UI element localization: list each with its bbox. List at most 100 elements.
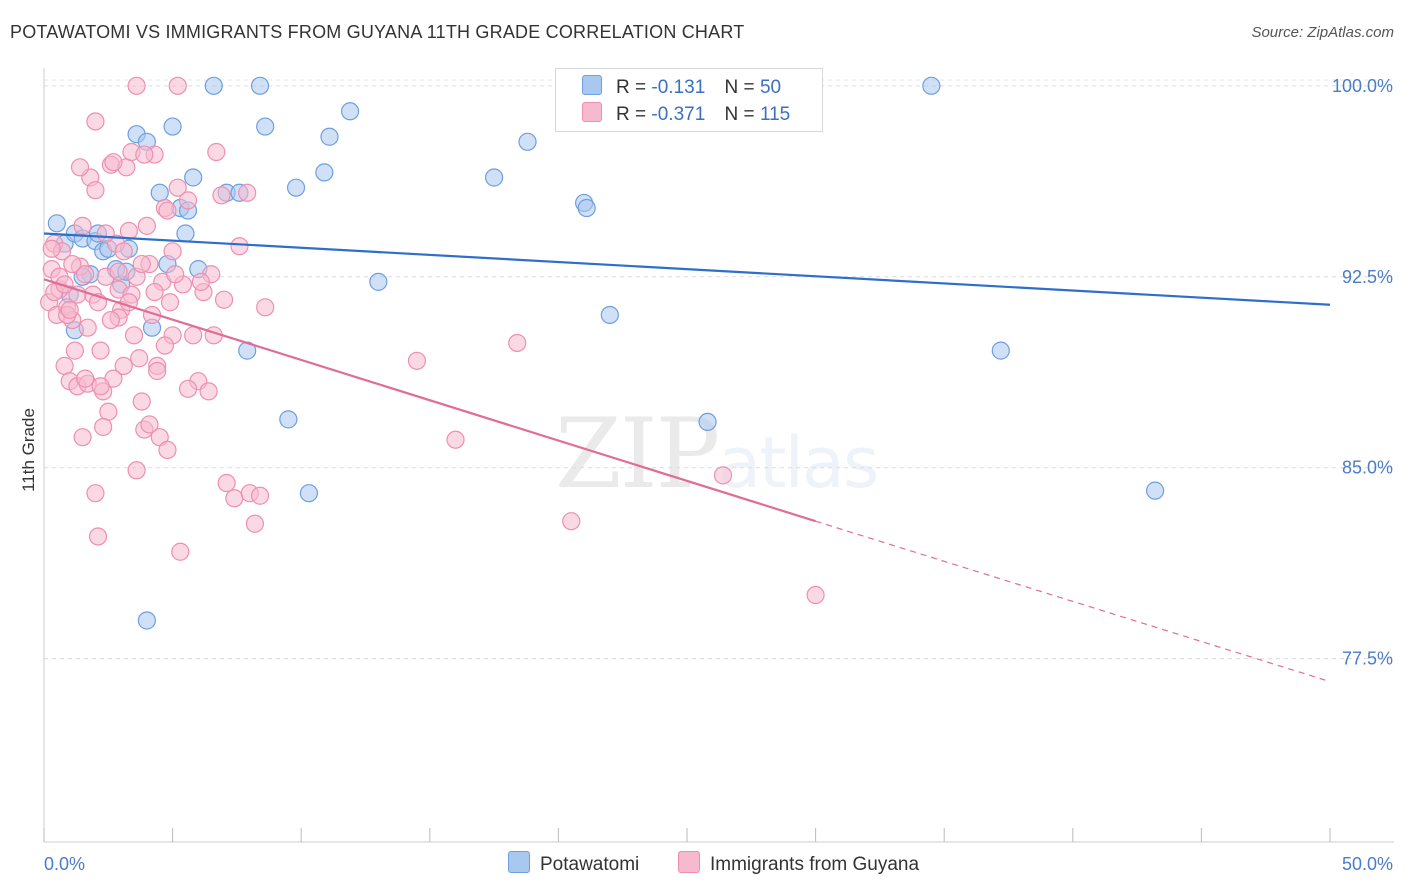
guyana-trend-line [43, 278, 816, 523]
legend-label-guyana: Immigrants from Guyana [710, 854, 920, 875]
guyana-trend-extension [815, 520, 1331, 683]
guyana-point [217, 473, 236, 493]
n-value-guyana: 115 [759, 104, 791, 125]
guyana-point [137, 216, 156, 235]
guyana-point [163, 242, 182, 261]
guyana-point [78, 318, 97, 337]
guyana-point [184, 326, 203, 345]
potawatomi-point [369, 272, 388, 291]
legend-swatch-guyana [678, 851, 700, 873]
guyana-point [101, 310, 120, 330]
legend-swatch-potawatomi [508, 851, 530, 873]
potawatomi-point [176, 224, 195, 243]
potawatomi-point [518, 132, 537, 151]
guyana-point [446, 430, 465, 449]
potawatomi-point [150, 183, 169, 202]
guyana-point [86, 484, 105, 503]
guyana-point [86, 181, 105, 200]
guyana-point [806, 585, 825, 605]
guyana-point [63, 254, 82, 274]
series-legend: Potawatomi Immigrants from Guyana [0, 851, 1406, 879]
guyana-point [407, 351, 427, 370]
guyana-point [562, 512, 581, 531]
guyana-point [155, 336, 174, 355]
guyana-point [130, 349, 149, 368]
potawatomi-point [600, 305, 619, 325]
potawatomi-point [340, 102, 360, 121]
legend-item-potawatomi[interactable]: Potawatomi [508, 851, 639, 876]
guyana-point [171, 542, 190, 561]
guyana-point [245, 514, 265, 533]
guyana-point [91, 341, 110, 360]
potawatomi-point [320, 127, 339, 146]
potawatomi-point [315, 163, 334, 182]
guyana-point [207, 142, 226, 162]
stats-legend-row-potawatomi: R = -0.131 N = 50 [582, 75, 781, 101]
guyana-point [88, 527, 108, 546]
r-value-potawatomi: -0.131 [651, 77, 706, 98]
guyana-points [40, 76, 825, 605]
potawatomi-trend-line [43, 232, 1331, 306]
potawatomi-point [1146, 481, 1165, 500]
guyana-point [76, 265, 95, 284]
tick-labels: 100.0% 92.5% 85.0% 77.5% 0.0% 50.0% [44, 76, 1393, 874]
guyana-point [238, 183, 257, 202]
guyana-swatch [582, 102, 602, 122]
guyana-point [148, 361, 167, 381]
guyana-point [55, 356, 74, 375]
potawatomi-point [922, 76, 941, 95]
guyana-point [168, 178, 187, 197]
guyana-point [168, 76, 187, 95]
guyana-point [225, 489, 244, 508]
guyana-point [713, 466, 733, 485]
potawatomi-point [163, 117, 182, 136]
guyana-point [124, 326, 144, 345]
guyana-point [199, 382, 218, 401]
grid-lines [44, 79, 1394, 660]
y-tick-label: 85.0% [1342, 458, 1393, 478]
guyana-point [250, 486, 270, 505]
guyana-point [158, 201, 177, 220]
guyana-point [214, 290, 234, 309]
potawatomi-point [991, 341, 1010, 360]
guyana-point [114, 356, 133, 375]
guyana-point [104, 153, 123, 172]
guyana-point [42, 239, 61, 258]
n-label: N = [724, 77, 755, 98]
potawatomi-swatch [582, 75, 602, 95]
potawatomi-point [577, 198, 596, 218]
guyana-point [73, 428, 92, 447]
guyana-point [145, 282, 164, 302]
potawatomi-point [256, 117, 275, 136]
stats-legend-row-guyana: R = -0.371 N = 115 [582, 102, 790, 128]
legend-label-potawatomi: Potawatomi [540, 854, 640, 875]
guyana-point [178, 191, 198, 210]
guyana-point [114, 242, 133, 261]
y-tick-label: 77.5% [1342, 649, 1393, 669]
n-label: N = [724, 104, 755, 125]
trend-lines [43, 232, 1331, 683]
guyana-point [86, 112, 105, 131]
legend-item-guyana[interactable]: Immigrants from Guyana [678, 851, 919, 876]
guyana-point [178, 379, 198, 398]
guyana-point [230, 237, 249, 256]
guyana-point [99, 402, 118, 421]
watermark-zip: ZIP [555, 398, 720, 510]
potawatomi-point [137, 611, 156, 630]
guyana-point [94, 417, 113, 437]
potawatomi-point [698, 412, 717, 432]
watermark-atlas: atlas [718, 422, 879, 504]
r-label: R = [616, 104, 647, 125]
n-value-potawatomi: 50 [759, 77, 782, 98]
watermark: ZIPatlas [555, 398, 879, 510]
chart-title: POTAWATOMI VS IMMIGRANTS FROM GUYANA 11T… [10, 22, 745, 42]
potawatomi-point [184, 168, 203, 187]
y-tick-label: 92.5% [1342, 267, 1393, 287]
guyana-point [127, 76, 146, 95]
potawatomi-point [204, 76, 223, 95]
guyana-point [127, 461, 146, 480]
guyana-point [109, 262, 128, 281]
stats-legend: R = -0.131 N = 50 R = -0.371 N = 115 [555, 68, 823, 132]
guyana-point [140, 415, 159, 434]
y-axis-label: 11th Grade [19, 408, 38, 492]
